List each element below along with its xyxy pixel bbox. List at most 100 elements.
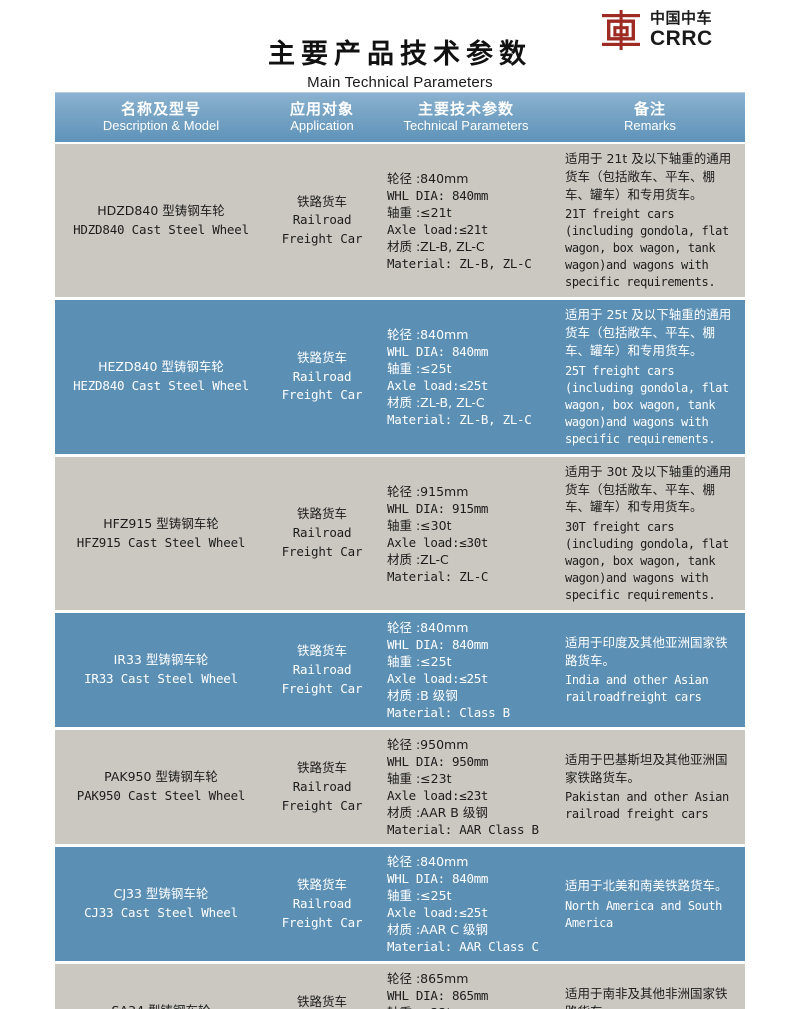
table-row: HEZD840 型铸钢车轮 HEZD840 Cast Steel Wheel 铁路货… <box>55 300 745 454</box>
tech-param-line: Axle load:≤25t <box>387 905 489 921</box>
column-header-parameters: 主要技术参数 Technical Parameters <box>377 99 555 134</box>
table-row: HFZ915 型铸钢车轮 HFZ915 Cast Steel Wheel 铁路货车 R… <box>55 456 745 611</box>
application-en: Railroad Freight Car <box>281 895 363 930</box>
tech-param-line: 轮径 :840mm <box>387 170 469 186</box>
column-header-parameters-en: Technical Parameters <box>403 118 529 134</box>
application-en: Railroad Freight Car <box>281 525 363 559</box>
tech-param-line: 材质 :ZL-C <box>387 551 449 567</box>
table-header-row: 名称及型号 Description & Model 应用对象 Applicati… <box>55 92 745 142</box>
tech-param-line: Axle load:≤25t <box>387 378 489 394</box>
tech-param-line: 轴重 :≤30t <box>387 517 452 533</box>
remark-cn: 适用于北美和南美铁路货车。 <box>565 877 728 893</box>
column-header-remarks-cn: 备注 <box>633 99 666 118</box>
application-en: Railroad Freight Car <box>281 368 363 403</box>
remark-cn: 适用于南非及其他非洲国家铁路货车。 <box>565 985 728 1009</box>
remark-cn: 适用于巴基斯坦及其他亚洲国家铁路货车。 <box>565 751 728 785</box>
tech-param-line: 轮径 :840mm <box>387 620 469 636</box>
model-name-cn: HFZ915 型铸钢车轮 <box>103 515 219 531</box>
tech-param-line: Axle load:≤21t <box>387 221 489 237</box>
cell-remarks: 适用于印度及其他亚洲国家铁路货车。 India and other Asian r… <box>555 613 745 727</box>
tech-param-line: 轮径 :950mm <box>387 737 469 753</box>
tech-param-line: Material: AAR Class B <box>387 822 539 838</box>
application-cn: 铁路货车 <box>296 994 347 1009</box>
cell-remarks: 适用于 30t 及以下轴重的通用货车（包括敞车、平车、棚车、罐车）和专用货车。 3… <box>555 457 745 610</box>
model-name-en: HFZ915 Cast Steel Wheel <box>76 534 246 550</box>
column-header-application-en: Application <box>290 118 354 134</box>
tech-param-line: 轮径 :840mm <box>387 327 469 343</box>
application-cn: 铁路货车 <box>296 193 347 209</box>
tech-param-line: 材质 :AAR B 级钢 <box>387 805 488 821</box>
logo-wordmark: 中国中车 CRRC <box>650 11 713 50</box>
tech-param-line: WHL DIA: 865mm <box>387 988 489 1004</box>
remark-en: India and other Asian railroadfreight ca… <box>565 673 709 705</box>
tech-param-line: 轴重 :≤25t <box>387 888 452 904</box>
table-body: HDZD840 型铸钢车轮 HDZD840 Cast Steel Wheel 铁路货… <box>55 144 745 1009</box>
tech-param-line: WHL DIA: 840mm <box>387 871 489 887</box>
cell-technical-parameters: 轮径 :840mm WHL DIA: 840mm 轴重 :≤25t Axle load… <box>377 613 555 727</box>
table-row: CJ33 型铸钢车轮 CJ33 Cast Steel Wheel 铁路货车 Railr… <box>55 847 745 962</box>
remark-cn: 适用于 25t 及以下轴重的通用货车（包括敞车、平车、棚车、罐车）和专用货车。 <box>565 307 732 358</box>
tech-param-line: Material: ZL-C <box>387 568 489 584</box>
application-cn: 铁路货车 <box>296 760 347 776</box>
tech-param-line: 轴重 :≤21t <box>387 204 452 220</box>
column-header-description-cn: 名称及型号 <box>120 99 201 118</box>
table-row: PAK950 型铸钢车轮 PAK950 Cast Steel Wheel 铁路货车 R… <box>55 730 745 845</box>
tech-param-line: WHL DIA: 840mm <box>387 344 489 360</box>
column-header-parameters-cn: 主要技术参数 <box>417 99 514 118</box>
cell-remarks: 适用于北美和南美铁路货车。 North America and South Ame… <box>555 847 745 961</box>
remark-en: 25T freight cars (including gondola, fla… <box>565 363 729 446</box>
tech-param-line: 轴重 :≤23t <box>387 771 452 787</box>
column-header-description: 名称及型号 Description & Model <box>55 99 267 134</box>
page-title-english: Main Technical Parameters <box>307 73 493 91</box>
model-name-en: PAK950 Cast Steel Wheel <box>76 788 246 804</box>
model-name-cn: SA34 型铸钢车轮 <box>111 1002 210 1009</box>
cell-technical-parameters: 轮径 :840mm WHL DIA: 840mm 轴重 :≤25t Axle load… <box>377 847 555 961</box>
cell-description-model: IR33 型铸钢车轮 IR33 Cast Steel Wheel <box>55 613 267 727</box>
cell-description-model: PAK950 型铸钢车轮 PAK950 Cast Steel Wheel <box>55 730 267 844</box>
column-header-remarks: 备注 Remarks <box>555 99 745 134</box>
tech-param-line: Material: Class B <box>387 705 510 721</box>
column-header-remarks-en: Remarks <box>623 118 676 134</box>
cell-remarks: 适用于巴基斯坦及其他亚洲国家铁路货车。 Pakistan and other As… <box>555 730 745 844</box>
cell-remarks: 适用于 25t 及以下轴重的通用货车（包括敞车、平车、棚车、罐车）和专用货车。 2… <box>555 300 745 453</box>
tech-param-line: 轴重 :≤25t <box>387 361 452 377</box>
remark-cn: 适用于 30t 及以下轴重的通用货车（包括敞车、平车、棚车、罐车）和专用货车。 <box>565 463 732 515</box>
remark-en: 21T freight cars (including gondola, fla… <box>565 207 729 290</box>
cell-description-model: HEZD840 型铸钢车轮 HEZD840 Cast Steel Wheel <box>55 300 267 453</box>
tech-param-line: WHL DIA: 840mm <box>387 637 489 653</box>
column-header-description-en: Description & Model <box>102 118 220 134</box>
table-row: SA34 型铸钢车轮SA34 Cast Steel Wheel铁路货车Railr… <box>55 964 745 1009</box>
table-row: IR33 型铸钢车轮 IR33 Cast Steel Wheel 铁路货车 Railr… <box>55 613 745 728</box>
model-name-cn: PAK950 型铸钢车轮 <box>104 769 218 785</box>
cell-technical-parameters: 轮径 :840mm WHL DIA: 840mm 轴重 :≤25t Axle load… <box>377 300 555 453</box>
cell-application: 铁路货车 Railroad Freight Car <box>267 730 377 844</box>
tech-param-line: 轴重 :≤25t <box>387 654 452 670</box>
column-header-application: 应用对象 Application <box>267 100 377 134</box>
tech-param-line: Material: AAR Class C <box>387 939 539 955</box>
tech-param-line: 轮径 :865mm <box>387 971 469 987</box>
tech-param-line: Axle load:≤25t <box>387 671 489 687</box>
tech-param-line: 轴重 :≤22t <box>387 1004 551 1009</box>
remark-en: North America and South America <box>565 898 722 930</box>
page-title-chinese: 主要产品技术参数 <box>268 39 532 70</box>
tech-param-line: 材质 :B 级钢 <box>387 688 458 704</box>
model-name-en: CJ33 Cast Steel Wheel <box>84 905 238 921</box>
page-title: 主要产品技术参数 Main Technical Parameters <box>0 38 800 92</box>
remark-en: 30T freight cars (including gondola, fla… <box>565 520 729 603</box>
remark-cn: 适用于 21t 及以下轴重的通用货车（包括敞车、平车、棚车、罐车）和专用货车。 <box>565 151 732 202</box>
cell-remarks: 适用于南非及其他非洲国家铁路货车。South Africa and other … <box>555 964 745 1009</box>
tech-param-line: 材质 :ZL-B, ZL-C <box>387 238 485 254</box>
application-en: Railroad Freight Car <box>281 778 363 813</box>
crrc-logo: 中国中车 CRRC <box>600 8 790 52</box>
cell-application: 铁路货车 Railroad Freight Car <box>267 847 377 961</box>
tech-param-line: Material: ZL-B, ZL-C <box>387 412 532 428</box>
model-name-cn: HDZD840 型铸钢车轮 <box>97 202 225 218</box>
application-cn: 铁路货车 <box>296 877 347 893</box>
